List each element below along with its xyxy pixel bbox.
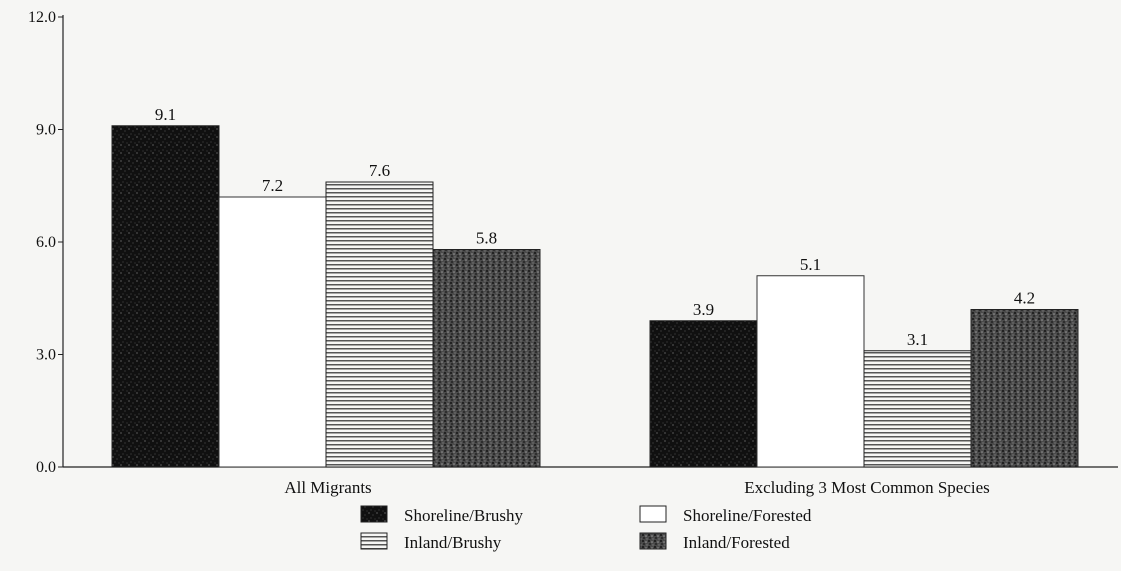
legend: Shoreline/Brushy Shoreline/Forested Inland… xyxy=(360,505,812,552)
bar-inland-brushy-0 xyxy=(325,181,434,468)
bar-shoreline-forested-0 xyxy=(218,196,327,468)
bar-inland-forested-0 xyxy=(432,249,541,468)
legend-label: Inland/Brushy xyxy=(404,533,502,552)
bar-shoreline-brushy-0 xyxy=(111,125,220,468)
legend-swatch-shoreline-brushy xyxy=(360,505,388,523)
y-tick-label: 12.0 xyxy=(28,9,56,26)
legend-swatch-shoreline-forested xyxy=(639,505,667,523)
bar-value-labels: 9.1 7.2 7.6 5.8 3.9 5.1 3.1 4.2 xyxy=(155,105,1035,349)
category-label: All Migrants xyxy=(284,478,371,497)
bar-value-label: 7.2 xyxy=(262,176,283,195)
bar-value-label: 3.1 xyxy=(907,330,928,349)
legend-swatch-inland-brushy xyxy=(360,532,388,550)
legend-swatch-inland-forested xyxy=(639,532,667,550)
y-tick-label: 3.0 xyxy=(36,347,56,364)
category-labels: All Migrants Excluding 3 Most Common Spec… xyxy=(284,478,989,497)
bar-value-label: 5.1 xyxy=(800,255,821,274)
y-tick-label: 6.0 xyxy=(36,234,56,251)
bar-value-label: 3.9 xyxy=(693,300,714,319)
legend-label: Shoreline/Brushy xyxy=(404,506,523,525)
bar-inland-brushy-1 xyxy=(863,350,972,468)
category-label: Excluding 3 Most Common Species xyxy=(744,478,990,497)
bar-value-label: 9.1 xyxy=(155,105,176,124)
bar-shoreline-forested-1 xyxy=(756,275,865,468)
legend-label: Shoreline/Forested xyxy=(683,506,812,525)
bar-shoreline-brushy-1 xyxy=(649,320,758,468)
y-tick-label: 9.0 xyxy=(36,122,56,139)
bars xyxy=(111,125,1079,468)
bar-value-label: 5.8 xyxy=(476,229,497,248)
bar-value-label: 7.6 xyxy=(369,161,390,180)
bar-value-label: 4.2 xyxy=(1014,289,1035,308)
y-tick-label: 0.0 xyxy=(36,459,56,476)
legend-label: Inland/Forested xyxy=(683,533,790,552)
bar-inland-forested-1 xyxy=(970,309,1079,468)
